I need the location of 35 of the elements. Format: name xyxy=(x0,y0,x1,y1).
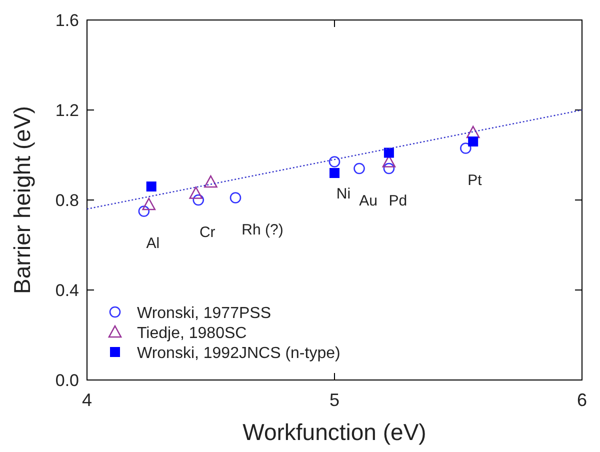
point xyxy=(384,148,394,158)
legend-label: Wronski, 1977PSS xyxy=(137,305,271,322)
annotation: Rh (?) xyxy=(242,222,284,239)
legend-label: Wronski, 1992JNCS (n-type) xyxy=(137,345,340,362)
point xyxy=(354,162,365,174)
point xyxy=(328,156,340,168)
y-tick-label: 0.8 xyxy=(55,191,79,210)
x-axis-title: Workfunction (eV) xyxy=(242,419,426,445)
y-tick-label: 1.2 xyxy=(55,101,79,120)
point xyxy=(192,194,204,206)
x-tick-label: 6 xyxy=(576,390,588,410)
point xyxy=(146,182,156,192)
point xyxy=(189,186,203,199)
annotation: Cr xyxy=(199,224,216,241)
annotation: Pt xyxy=(468,172,483,190)
point xyxy=(330,168,340,178)
legend-label: Tiedje, 1980SC xyxy=(137,325,247,342)
y-axis-title: Barrier height (eV) xyxy=(9,106,35,294)
annotation: Pd xyxy=(388,192,408,210)
point xyxy=(468,136,478,146)
annotation: Al xyxy=(146,235,160,252)
y-tick-label: 0.4 xyxy=(55,281,79,300)
annotation: Ni xyxy=(336,186,351,203)
point xyxy=(466,126,480,138)
y-tick-label: 1.6 xyxy=(55,11,79,30)
point xyxy=(204,175,218,188)
point xyxy=(142,198,156,210)
x-tick-label: 4 xyxy=(82,390,92,410)
point xyxy=(230,192,242,204)
point xyxy=(383,162,395,174)
point xyxy=(138,206,150,217)
point xyxy=(460,142,472,154)
x-tick-label: 5 xyxy=(329,390,340,410)
annotation: Au xyxy=(359,192,378,210)
y-tick-label: 0.0 xyxy=(55,371,79,390)
